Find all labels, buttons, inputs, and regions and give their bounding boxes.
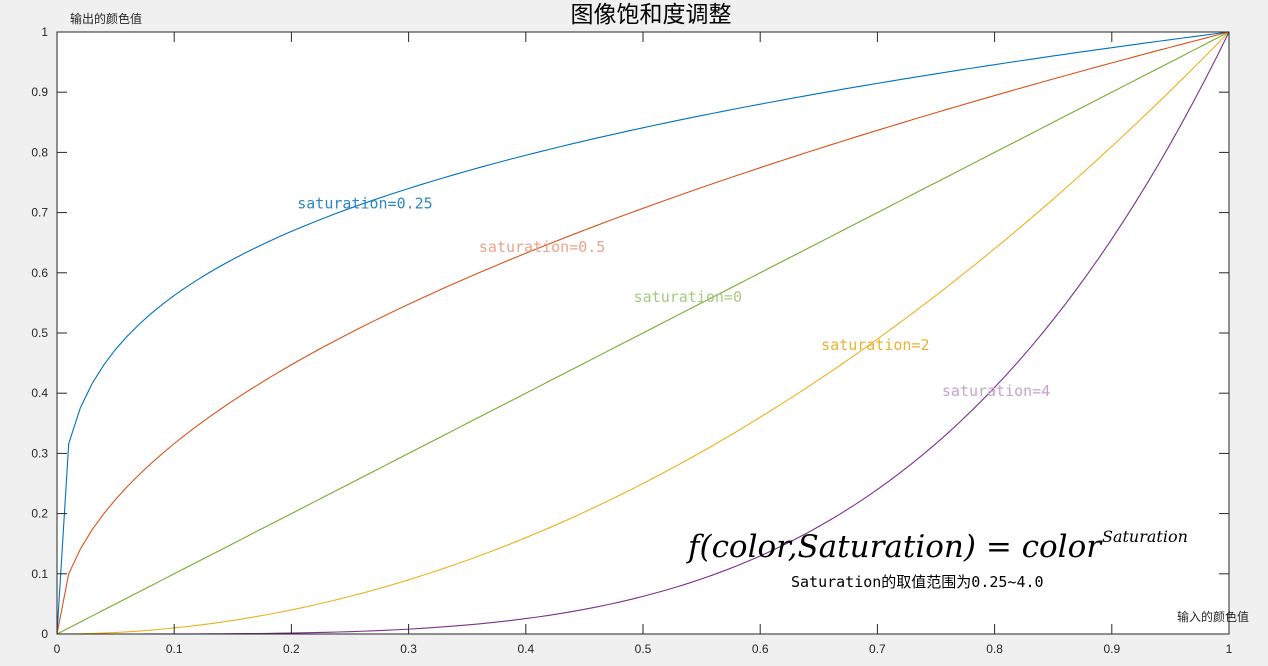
y-tick-label: 0.7	[31, 206, 48, 220]
y-tick-label: 0.2	[31, 507, 48, 521]
series-label-2: saturation=0.5	[479, 238, 605, 256]
x-tick-label: 0.2	[283, 642, 300, 656]
x-tick-label: 0.5	[635, 642, 652, 656]
x-tick-label: 0.3	[400, 642, 417, 656]
x-axis-label: 输入的颜色值	[1177, 609, 1249, 624]
series-line-3	[56, 31, 1230, 635]
formula-exponent: Saturation	[1102, 527, 1188, 546]
x-tick-label: 0.9	[1103, 642, 1120, 656]
y-tick-label: 0.9	[31, 85, 48, 99]
series-lines	[56, 31, 1230, 635]
y-tick-label: 0.3	[31, 446, 48, 460]
series-line-4	[56, 31, 1230, 635]
x-axis-ticks: 0 0.1 0.2 0.3 0.4 0.5 0.6 0.7 0.8 0.9 1	[54, 32, 1233, 656]
series-label-3: saturation=0	[634, 288, 742, 306]
x-tick-label: 0.8	[986, 642, 1003, 656]
y-tick-label: 0.5	[31, 326, 48, 340]
series-label-5: saturation=4	[942, 382, 1050, 400]
y-tick-label: 1	[41, 25, 48, 39]
y-tick-label: 0.6	[31, 266, 48, 280]
y-tick-label: 0.8	[31, 145, 48, 159]
series-label-4: saturation=2	[821, 336, 929, 354]
series-line-2	[56, 31, 1230, 635]
formula-note: Saturation的取值范围为0.25~4.0	[791, 573, 1044, 591]
y-axis-label: 输出的颜色值	[70, 11, 142, 26]
series-line-1	[56, 31, 1230, 635]
y-tick-label: 0.1	[31, 567, 48, 581]
y-tick-label: 0.4	[31, 386, 48, 400]
formula: f(color,Saturation) = color	[686, 529, 1103, 565]
series-label-1: saturation=0.25	[297, 195, 432, 213]
x-tick-label: 0.4	[517, 642, 534, 656]
series-labels: saturation=0.25 saturation=0.5 saturation=…	[297, 195, 1050, 400]
x-tick-label: 0.7	[869, 642, 886, 656]
x-tick-label: 1	[1226, 642, 1233, 656]
y-axis-ticks: 0 0.1 0.2 0.3 0.4 0.5 0.6 0.7 0.8 0.9 1	[31, 25, 1229, 641]
chart-title: 图像饱和度调整	[571, 2, 732, 28]
x-tick-label: 0.1	[166, 642, 183, 656]
x-tick-label: 0	[54, 642, 61, 656]
x-tick-label: 0.6	[752, 642, 769, 656]
y-tick-label: 0	[41, 627, 48, 641]
